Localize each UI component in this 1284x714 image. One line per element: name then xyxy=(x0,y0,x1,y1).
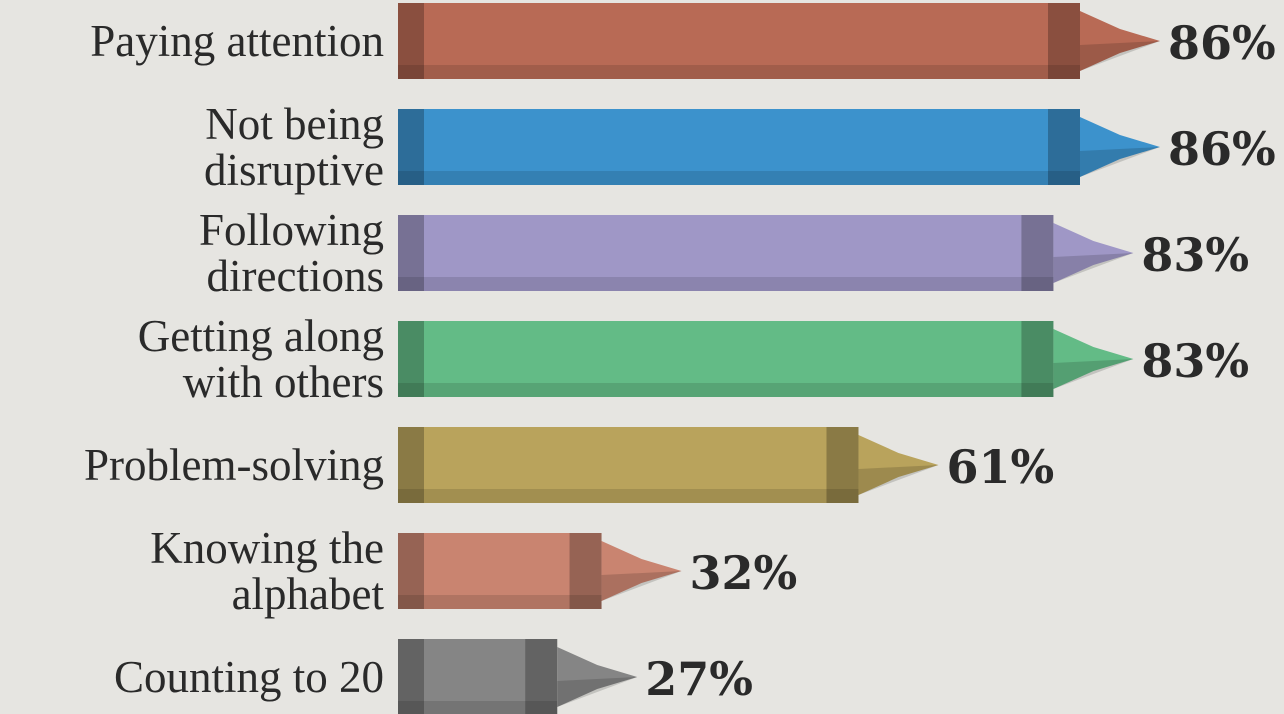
crayon-tip xyxy=(557,647,638,707)
crayon-tip-shade xyxy=(1080,147,1160,177)
crayon-tip xyxy=(1053,329,1134,389)
crayon-band xyxy=(398,109,424,185)
value-label: 83% xyxy=(1141,228,1250,282)
crayon-tip-shade xyxy=(1080,41,1160,71)
crayon-band xyxy=(398,321,424,397)
crayon-band xyxy=(826,427,859,503)
bar xyxy=(398,215,1054,291)
crayon-shade xyxy=(398,65,1080,79)
category-label: Following directions xyxy=(198,205,384,301)
crayon-tip-shade xyxy=(601,571,682,601)
crayon-shade xyxy=(398,383,1054,397)
crayon-tip xyxy=(1080,117,1160,177)
crayon-tip xyxy=(1080,11,1160,71)
crayon-tip xyxy=(858,435,939,495)
crayon-band xyxy=(398,639,424,714)
bar xyxy=(398,639,558,714)
bar xyxy=(398,533,602,609)
crayon-band xyxy=(525,639,558,714)
crayon-band xyxy=(1048,3,1080,79)
crayon-shade xyxy=(398,489,859,503)
crayon-tip-shade xyxy=(858,465,939,495)
crayon-band xyxy=(1021,215,1054,291)
bar xyxy=(398,321,1054,397)
crayon-shade xyxy=(398,171,1080,185)
crayon-shade xyxy=(398,595,602,609)
category-label: Paying attention xyxy=(90,16,384,66)
crayon-band xyxy=(1021,321,1054,397)
crayon-tip xyxy=(1053,223,1134,283)
crayon-tip xyxy=(601,541,682,601)
category-label: Knowing the alphabet xyxy=(150,523,384,619)
value-label: 86% xyxy=(1168,16,1276,70)
crayon-band xyxy=(569,533,602,609)
crayon-band xyxy=(398,215,424,291)
crayon-tip-shade xyxy=(1053,359,1134,389)
category-label: Problem-solving xyxy=(84,440,384,490)
bar xyxy=(398,3,1080,79)
crayon-tip-shade xyxy=(1053,253,1134,283)
category-label: Getting along with others xyxy=(137,311,384,407)
crayon-shade xyxy=(398,277,1054,291)
value-label: 83% xyxy=(1141,334,1250,388)
crayon-tip-shade xyxy=(557,677,638,707)
value-label: 61% xyxy=(946,440,1055,494)
bar xyxy=(398,109,1080,185)
value-label: 86% xyxy=(1168,122,1276,176)
category-label: Not being disruptive xyxy=(204,99,384,195)
category-label: Counting to 20 xyxy=(113,652,384,702)
crayon-band xyxy=(1048,109,1080,185)
value-label: 32% xyxy=(689,546,798,600)
bar xyxy=(398,427,859,503)
crayon-band xyxy=(398,533,424,609)
crayon-shade xyxy=(398,701,558,714)
crayon-band xyxy=(398,3,424,79)
crayon-band xyxy=(398,427,424,503)
value-label: 27% xyxy=(645,652,753,706)
